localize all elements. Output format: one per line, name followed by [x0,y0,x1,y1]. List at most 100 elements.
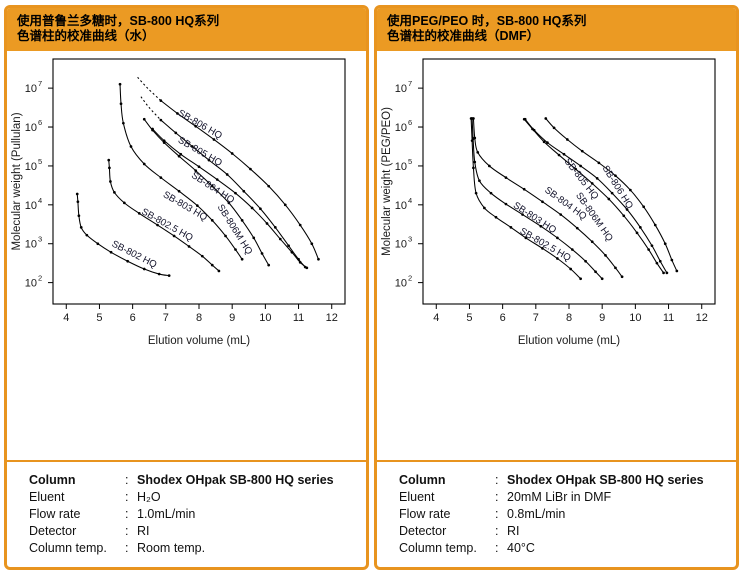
panel-pullulan: 使用普鲁兰多糖时，SB-800 HQ系列 色谱柱的校准曲线（水） 4 5 6 7 8 9 10… [4,5,369,570]
svg-text:10: 10 [395,122,407,134]
data-point [580,149,584,153]
x-tick-label: 12 [696,312,708,324]
data-point [544,117,548,120]
data-point [655,261,659,265]
data-point [638,226,642,229]
svg-text:6: 6 [408,118,412,127]
x-tick-label: 6 [500,312,506,324]
data-point [575,226,579,230]
condition-row: Detector: RI [399,523,736,540]
condition-key: Eluent [29,490,65,504]
data-point [523,117,527,121]
x-tick-label: 12 [326,312,338,324]
data-point [488,164,491,168]
y-tick-label: 10 7 [25,79,42,95]
data-point [607,197,611,201]
condition-key: Column [29,473,76,487]
condition-row: Flow rate:1.0mL/min [29,506,366,523]
data-point [532,128,536,132]
x-tick-label: 5 [96,312,102,324]
data-point [113,191,116,194]
data-point [584,259,587,263]
curve-line [524,118,668,274]
data-point [298,223,302,227]
condition-separator: : [495,524,499,538]
condition-separator: : [495,490,499,504]
data-point [290,250,294,254]
data-point [600,277,604,281]
data-point [524,236,528,240]
data-point [249,167,252,171]
x-tick-label: 9 [229,312,235,324]
y-tick-label: 10 5 [395,157,412,173]
x-tick-label: 10 [259,312,271,324]
data-point [473,136,477,140]
svg-text:10: 10 [395,83,407,95]
svg-text:2: 2 [38,274,42,283]
data-point [224,234,227,238]
data-point [142,117,146,121]
data-point [159,176,163,179]
data-point [556,257,559,260]
data-point [556,236,559,240]
y-tick-label: 10 3 [395,235,412,251]
chart-container: 4 5 6 7 8 9 10 11 12 10 2 10 3 10 4 10 5 10 6 10 7 Elution vo… [377,51,736,460]
data-point [195,204,199,207]
x-tick-label: 10 [629,312,641,324]
condition-separator: : [125,490,129,504]
data-point [562,152,566,156]
curve-series [107,158,221,273]
data-point [310,242,314,246]
data-point [472,117,475,120]
data-point [590,240,594,244]
x-axis-title: Elution volume (mL) [148,335,250,347]
data-point [250,206,254,210]
data-point [177,154,181,158]
data-point [647,248,650,251]
curve-series [544,117,679,273]
data-point [539,224,543,228]
svg-text:10: 10 [25,161,37,173]
data-point [109,180,112,183]
data-point [194,169,198,172]
svg-text:10: 10 [25,83,37,95]
x-tick-label: 4 [433,312,439,324]
data-point [210,219,214,222]
data-point [109,250,113,254]
condition-key: Flow rate [399,507,451,521]
data-point [594,270,597,274]
svg-text:2: 2 [408,274,412,283]
svg-text:10: 10 [25,239,37,251]
data-point [483,206,486,210]
data-point [610,191,614,195]
data-point [177,189,181,193]
data-point [650,244,654,248]
curve-series [137,76,320,261]
condition-key: Column [399,473,446,487]
condition-separator: : [125,473,129,487]
condition-row: Column temp.:40°C [399,540,736,557]
data-point [108,166,111,170]
svg-text:3: 3 [408,235,412,244]
condition-separator: : [125,524,129,538]
data-point [75,192,79,196]
data-point [121,121,125,125]
condition-value: RI [507,524,520,538]
svg-text:10: 10 [395,239,407,251]
curve-line [119,84,243,260]
condition-value: 20mM LiBr in DMF [507,490,612,504]
curve-series [472,117,624,279]
curve-line [523,118,665,274]
curve-series [523,117,669,275]
data-point [265,222,269,225]
svg-text:10: 10 [395,278,407,290]
data-point [118,82,122,86]
data-point [230,152,234,155]
data-point [542,140,546,144]
x-tick-label: 11 [663,312,674,324]
data-point [194,124,198,128]
data-point [474,191,478,195]
data-point [283,203,287,207]
condition-key: Detector [29,524,77,538]
